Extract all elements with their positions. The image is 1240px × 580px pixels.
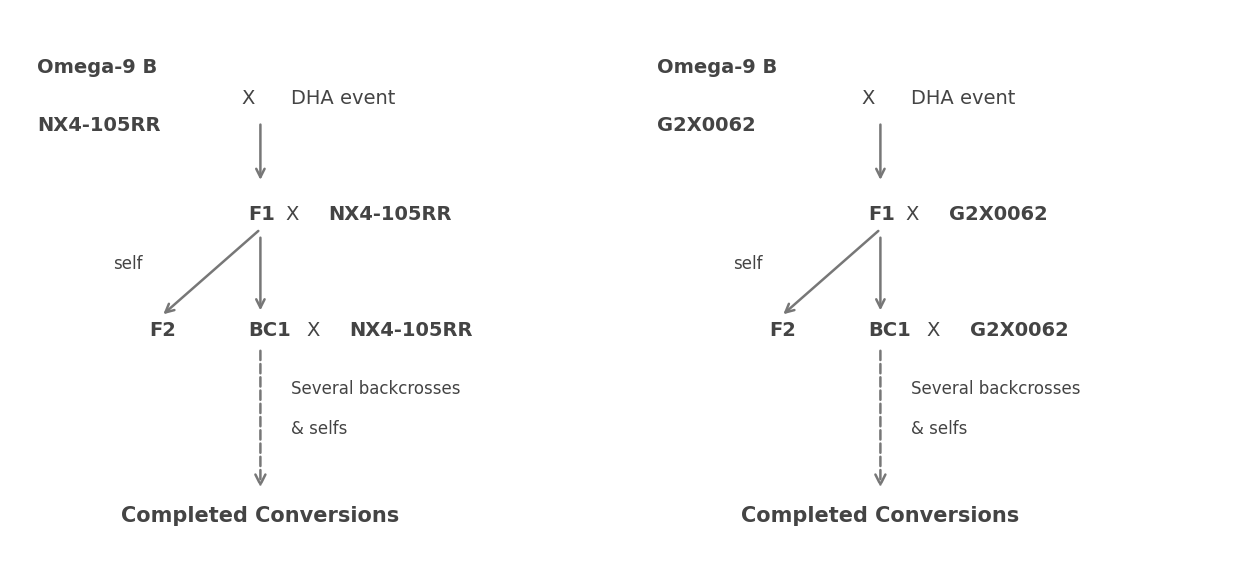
Text: DHA event: DHA event <box>291 89 396 108</box>
Text: F2: F2 <box>769 321 796 340</box>
Text: G2X0062: G2X0062 <box>657 116 756 135</box>
Text: NX4-105RR: NX4-105RR <box>350 321 474 340</box>
Text: Omega-9 B: Omega-9 B <box>657 58 777 77</box>
Text: Several backcrosses: Several backcrosses <box>911 379 1081 398</box>
Text: & selfs: & selfs <box>911 420 967 438</box>
Text: X: X <box>926 321 940 340</box>
Text: X: X <box>905 205 919 224</box>
Text: Completed Conversions: Completed Conversions <box>122 506 399 526</box>
Text: Several backcrosses: Several backcrosses <box>291 379 461 398</box>
Text: BC1: BC1 <box>248 321 290 340</box>
Text: Omega-9 B: Omega-9 B <box>37 58 157 77</box>
Text: DHA event: DHA event <box>911 89 1016 108</box>
Text: X: X <box>285 205 299 224</box>
Text: BC1: BC1 <box>868 321 910 340</box>
Text: NX4-105RR: NX4-105RR <box>37 116 161 135</box>
Text: X: X <box>862 89 875 108</box>
Text: G2X0062: G2X0062 <box>970 321 1069 340</box>
Text: F1: F1 <box>868 205 895 224</box>
Text: F2: F2 <box>149 321 176 340</box>
Text: NX4-105RR: NX4-105RR <box>329 205 453 224</box>
Text: G2X0062: G2X0062 <box>949 205 1048 224</box>
Text: & selfs: & selfs <box>291 420 347 438</box>
Text: X: X <box>242 89 255 108</box>
Text: self: self <box>113 255 143 273</box>
Text: Completed Conversions: Completed Conversions <box>742 506 1019 526</box>
Text: F1: F1 <box>248 205 275 224</box>
Text: X: X <box>306 321 320 340</box>
Text: self: self <box>733 255 763 273</box>
